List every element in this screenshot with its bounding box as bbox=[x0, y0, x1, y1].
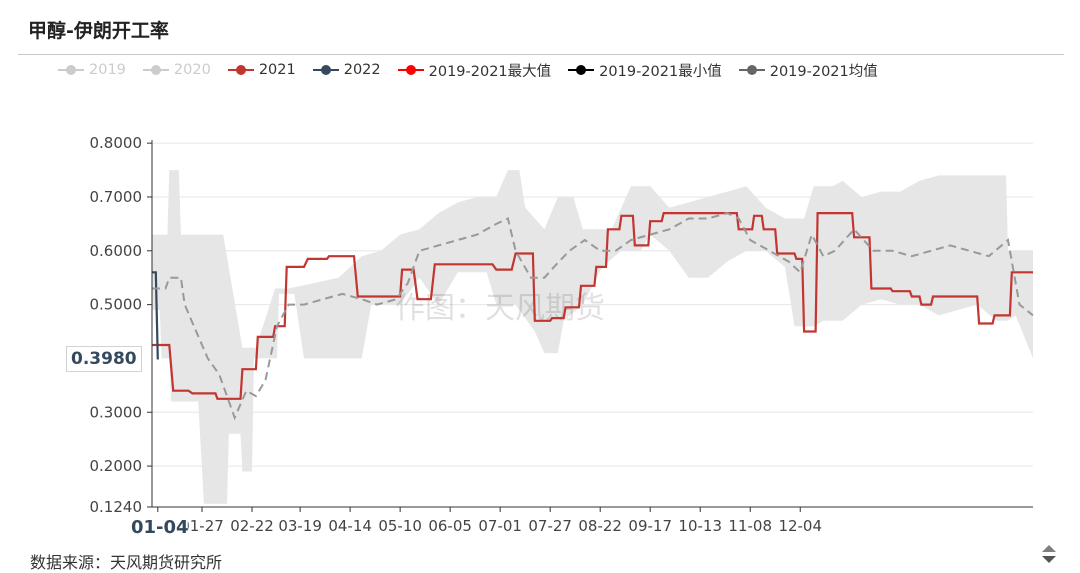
scroll-arrows-icon[interactable] bbox=[1036, 540, 1062, 568]
series-lines bbox=[152, 212, 1034, 421]
legend-item[interactable]: 2019-2021最大值 bbox=[397, 60, 552, 81]
title-divider bbox=[18, 54, 1064, 55]
x-tick-label: 03-19 bbox=[278, 517, 322, 535]
legend-marker-icon bbox=[397, 65, 424, 75]
legend-item[interactable]: 2020 bbox=[142, 62, 211, 78]
legend-label: 2019-2021最小值 bbox=[599, 63, 722, 80]
y-tick-label: 0.3000 bbox=[90, 403, 143, 421]
x-tick-label: 12-04 bbox=[778, 517, 822, 535]
y-tick-label: 0.8000 bbox=[90, 134, 143, 152]
data-source-note: 数据来源：天风期货研究所 bbox=[30, 553, 223, 572]
line-chart: 作图：天风期货 0.80000.70000.60000.50000.30000.… bbox=[90, 134, 1034, 538]
x-tick-label: 11-08 bbox=[728, 517, 772, 535]
legend-label: 2022 bbox=[343, 62, 381, 78]
legend-marker-icon bbox=[312, 65, 339, 75]
min-max-band bbox=[152, 170, 1033, 504]
x-tick-label: 05-10 bbox=[378, 517, 422, 535]
legend-label: 2019 bbox=[89, 62, 126, 78]
series-line bbox=[152, 212, 1033, 400]
x-pointer-label: 01-04 bbox=[131, 517, 189, 538]
legend-label: 2019-2021均值 bbox=[769, 63, 878, 80]
legend-marker-icon bbox=[568, 65, 595, 75]
legend-item[interactable]: 2021 bbox=[227, 62, 296, 78]
watermark: 作图：天风期货 bbox=[395, 291, 605, 326]
x-tick-label: 01-27 bbox=[180, 517, 224, 535]
x-tick-label: 09-17 bbox=[628, 517, 672, 535]
legend-marker-icon bbox=[227, 65, 254, 75]
legend-label: 2020 bbox=[173, 62, 211, 78]
y-tick-label: 0.6000 bbox=[90, 242, 143, 260]
y-tick-label: 0.2000 bbox=[90, 457, 143, 475]
chart-title: 甲醇-伊朗开工率 bbox=[28, 20, 169, 42]
y-tick-label: 0.5000 bbox=[90, 296, 143, 314]
chart-legend: 2019 2020 2021 2022 2019-2021最大值 2019-2021最小值… bbox=[58, 59, 895, 81]
x-tick-label: 07-27 bbox=[528, 517, 572, 535]
x-tick-label: 02-22 bbox=[230, 517, 274, 535]
series-line bbox=[152, 271, 159, 360]
legend-label: 2021 bbox=[258, 62, 296, 78]
range-band bbox=[152, 170, 1033, 504]
series-line bbox=[152, 212, 1034, 421]
legend-item[interactable]: 2019 bbox=[58, 62, 126, 78]
y-tick-label: 0.7000 bbox=[90, 188, 143, 206]
legend-item[interactable]: 2022 bbox=[312, 62, 381, 78]
legend-marker-icon bbox=[58, 65, 84, 75]
y-tick-label: 0.1240 bbox=[90, 498, 143, 516]
x-tick-label: 08-22 bbox=[578, 517, 622, 535]
legend-item[interactable]: 2019-2021均值 bbox=[738, 60, 878, 81]
x-tick-label: 10-13 bbox=[678, 517, 722, 535]
x-tick-label: 06-05 bbox=[428, 517, 472, 535]
x-pointer-bg bbox=[127, 514, 188, 538]
legend-marker-icon bbox=[142, 65, 169, 75]
legend-label: 2019-2021最大值 bbox=[428, 63, 552, 80]
axes: 0.8000 0.7000 0.6000 0.5000 0.3000 0.2000 0.12… bbox=[90, 134, 1033, 538]
legend-item[interactable]: 2019-2021最小值 bbox=[568, 60, 722, 81]
x-tick-label: 07-01 bbox=[478, 517, 522, 535]
x-tick-label: 04-14 bbox=[328, 517, 372, 535]
legend-marker-icon bbox=[738, 65, 765, 75]
y-pointer-label: 0.3980 bbox=[66, 346, 142, 372]
